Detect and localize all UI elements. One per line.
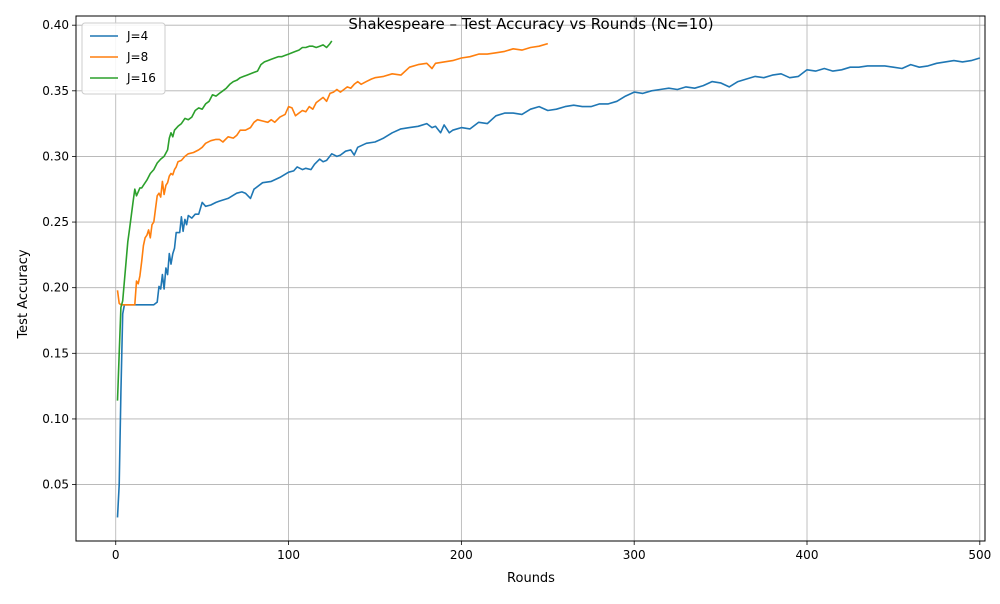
y-tick-label: 0.05 <box>42 478 69 492</box>
legend-label: J=4 <box>126 29 148 43</box>
grid-lines <box>76 16 985 541</box>
legend-box <box>81 22 166 95</box>
x-axis-ticks: 0 100 200 300 400 500 <box>112 541 991 562</box>
y-axis-ticks: 0.05 0.10 0.15 0.20 0.25 0.30 0.35 0.40 <box>42 18 76 492</box>
x-tick-label: 200 <box>450 548 473 562</box>
x-axis-label: Rounds <box>507 571 555 586</box>
y-tick-label: 0.40 <box>42 18 69 32</box>
y-tick-label: 0.20 <box>42 281 69 295</box>
series-line-3 <box>116 40 333 401</box>
x-tick-label: 100 <box>277 548 300 562</box>
legend-label: J=16 <box>126 71 156 85</box>
legend-label: J=8 <box>126 50 148 64</box>
legend: J=4 J=8 J=16 <box>81 22 166 95</box>
chart-title: Shakespeare – Test Accuracy vs Rounds (N… <box>348 15 713 33</box>
series-line-2 <box>116 42 549 306</box>
y-tick-label: 0.15 <box>42 346 69 360</box>
x-tick-label: 300 <box>623 548 646 562</box>
y-tick-label: 0.35 <box>42 84 69 98</box>
series-line-1 <box>116 57 981 518</box>
y-tick-label: 0.25 <box>42 215 69 229</box>
plot-area-frame <box>75 15 986 542</box>
x-tick-label: 400 <box>796 548 819 562</box>
x-tick-label: 500 <box>968 548 991 562</box>
y-tick-label: 0.10 <box>42 412 69 426</box>
y-tick-label: 0.30 <box>42 149 69 163</box>
x-tick-label: 0 <box>112 548 120 562</box>
y-axis-label: Test Accuracy <box>16 249 31 339</box>
series-lines <box>116 40 981 518</box>
